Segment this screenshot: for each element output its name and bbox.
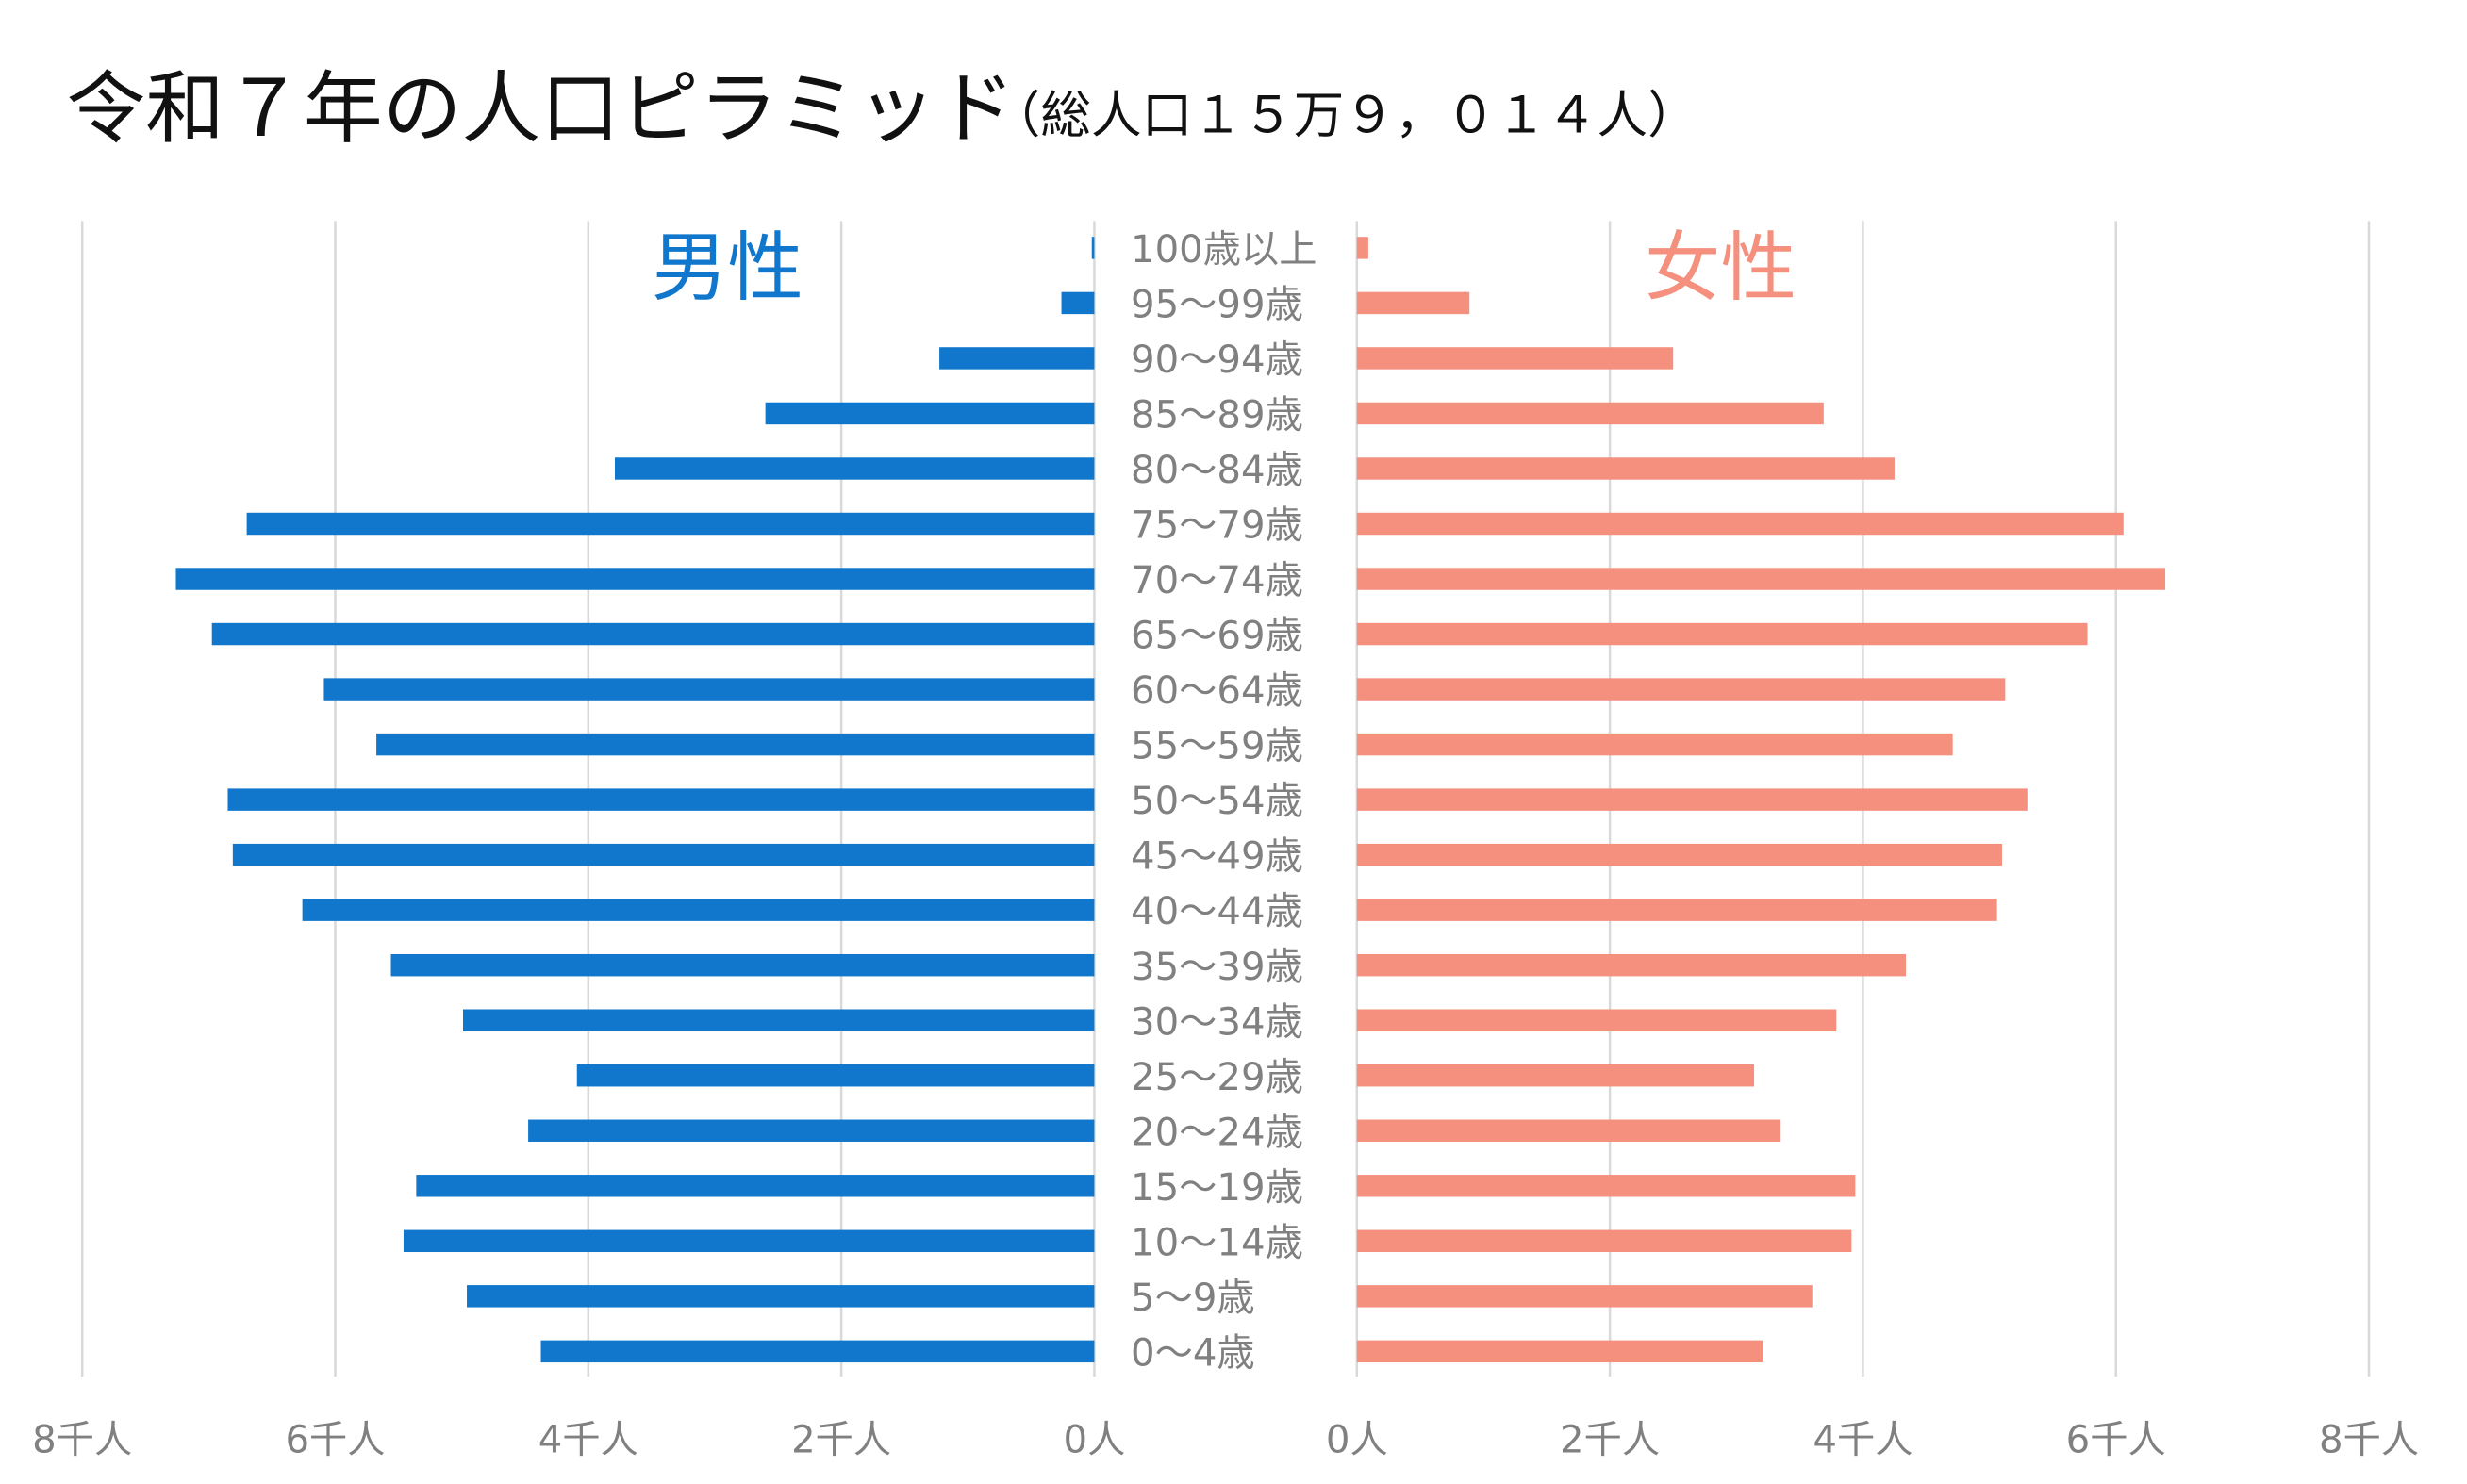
tick-label-left: 4千人 bbox=[538, 1419, 638, 1462]
age-label: 65〜69歳 bbox=[1131, 615, 1303, 658]
age-label: 15〜19歳 bbox=[1131, 1166, 1303, 1210]
bar-female bbox=[1356, 291, 1470, 315]
bar-male bbox=[576, 1064, 1095, 1087]
bar-male bbox=[211, 622, 1095, 646]
age-label: 10〜14歳 bbox=[1131, 1221, 1303, 1264]
age-label: 70〜74歳 bbox=[1131, 559, 1303, 602]
tick-label-left: 6千人 bbox=[285, 1419, 385, 1462]
bar-female bbox=[1356, 953, 1907, 977]
bar-male bbox=[227, 788, 1095, 811]
bar-female bbox=[1356, 347, 1674, 370]
bar-male bbox=[403, 1229, 1095, 1253]
chart-subtitle: （総人口１５万９，０１４人） bbox=[990, 86, 1698, 145]
bar-male bbox=[939, 347, 1095, 370]
tick-label-left: 0人 bbox=[1064, 1419, 1126, 1462]
bar-female bbox=[1356, 899, 1997, 921]
age-label: 0〜4歳 bbox=[1131, 1331, 1255, 1375]
age-label: 35〜39歳 bbox=[1131, 946, 1303, 989]
age-label: 85〜89歳 bbox=[1131, 394, 1303, 437]
bar-male bbox=[1091, 237, 1095, 259]
age-label: 100歳以上 bbox=[1131, 228, 1317, 272]
bar-male bbox=[540, 1340, 1095, 1363]
bar-female bbox=[1356, 237, 1368, 259]
bar-female bbox=[1356, 1340, 1763, 1363]
chart-title: 令和７年の人口ピラミッド bbox=[66, 62, 1015, 155]
bar-male bbox=[323, 678, 1095, 701]
bar-male bbox=[1061, 291, 1095, 315]
bar-female bbox=[1356, 1009, 1837, 1031]
age-label: 40〜44歳 bbox=[1131, 890, 1303, 933]
bar-female bbox=[1356, 788, 2028, 811]
bar-male bbox=[528, 1119, 1095, 1142]
tick-label-right: 8千人 bbox=[2319, 1419, 2419, 1462]
bar-male bbox=[246, 512, 1095, 536]
age-label: 55〜59歳 bbox=[1131, 725, 1303, 768]
age-label: 60〜64歳 bbox=[1131, 669, 1303, 713]
age-label: 25〜29歳 bbox=[1131, 1056, 1303, 1099]
bar-female bbox=[1356, 568, 2166, 590]
bar-female bbox=[1356, 1285, 1813, 1308]
tick-label-left: 2千人 bbox=[791, 1419, 891, 1462]
bar-male bbox=[302, 899, 1095, 921]
bar-female bbox=[1356, 402, 1824, 425]
bar-male bbox=[175, 568, 1095, 590]
age-label: 30〜34歳 bbox=[1131, 1000, 1303, 1044]
bar-female bbox=[1356, 843, 2002, 866]
tick-label-right: 0人 bbox=[1326, 1419, 1388, 1462]
bar-female bbox=[1356, 622, 2088, 646]
age-label: 80〜84歳 bbox=[1131, 449, 1303, 492]
bar-male bbox=[416, 1175, 1095, 1197]
tick-label-right: 6千人 bbox=[2066, 1419, 2166, 1462]
bar-female bbox=[1356, 457, 1895, 480]
bar-male bbox=[390, 953, 1095, 977]
age-label: 45〜49歳 bbox=[1131, 835, 1303, 879]
bar-female bbox=[1356, 678, 2006, 701]
bar-female bbox=[1356, 1229, 1852, 1253]
age-label: 5〜9歳 bbox=[1131, 1277, 1255, 1320]
age-label: 20〜24歳 bbox=[1131, 1111, 1303, 1154]
tick-label-right: 2千人 bbox=[1560, 1419, 1660, 1462]
legend-female: 女性 bbox=[1645, 223, 1796, 312]
tick-label-left: 8千人 bbox=[32, 1419, 132, 1462]
bar-male bbox=[463, 1009, 1095, 1031]
age-label: 50〜54歳 bbox=[1131, 780, 1303, 823]
bar-male bbox=[614, 457, 1095, 480]
age-label: 90〜94歳 bbox=[1131, 338, 1303, 382]
bar-female bbox=[1356, 1064, 1755, 1087]
bar-female bbox=[1356, 1175, 1856, 1197]
bar-female bbox=[1356, 512, 2124, 536]
bar-male bbox=[232, 843, 1095, 866]
age-label: 95〜99歳 bbox=[1131, 284, 1303, 327]
age-label: 75〜79歳 bbox=[1131, 504, 1303, 548]
bar-male bbox=[467, 1285, 1095, 1308]
bar-male bbox=[376, 733, 1095, 756]
bar-female bbox=[1356, 733, 1953, 756]
bars bbox=[175, 237, 2166, 1363]
tick-labels: 8千人 0人 6千人 2千人 4千人 4千人 2千人 6千人 0人 8千人 bbox=[32, 1419, 2419, 1462]
tick-label-right: 4千人 bbox=[1813, 1419, 1912, 1462]
legend-male: 男性 bbox=[652, 223, 803, 312]
bar-male bbox=[765, 402, 1095, 425]
bar-female bbox=[1356, 1119, 1781, 1142]
age-labels: 100歳以上 95〜99歳 90〜94歳 85〜89歳 80〜84歳 75〜79歳 70〜7… bbox=[1131, 228, 1317, 1375]
